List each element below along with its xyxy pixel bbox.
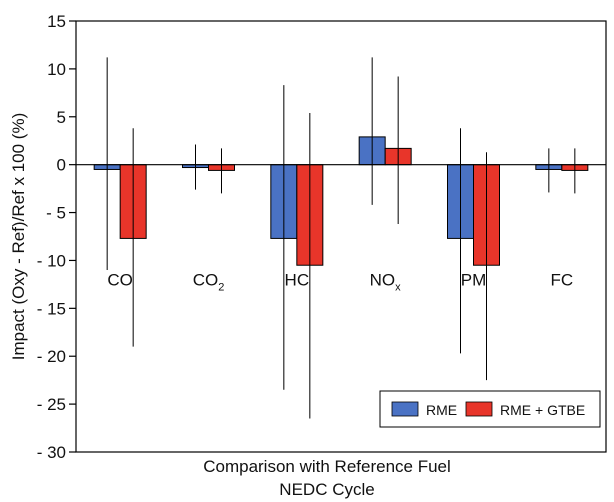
y-tick-label: 15 xyxy=(47,12,66,31)
category-label: NOx xyxy=(370,271,402,294)
legend-swatch xyxy=(465,401,493,417)
y-tick-label: - 25 xyxy=(37,395,66,414)
y-tick-label: - 20 xyxy=(37,347,66,366)
legend-label: RME xyxy=(426,402,457,418)
y-tick-label: - 10 xyxy=(37,251,66,270)
y-tick-label: 10 xyxy=(47,60,66,79)
y-tick-label: - 15 xyxy=(37,299,66,318)
category-label: FC xyxy=(550,271,573,290)
error-bars xyxy=(106,57,576,419)
category-label: HC xyxy=(285,271,310,290)
y-tick-label: 5 xyxy=(57,108,66,127)
y-ticks: 15 10 5 0 - 5 - 10 - 15 - 20 - 25 - 30 xyxy=(37,12,76,462)
legend-swatch xyxy=(391,401,419,417)
y-tick-label: - 30 xyxy=(37,443,66,462)
category-label: PM xyxy=(461,271,487,290)
x-axis-label-line-1: Comparison with Reference Fuel xyxy=(203,457,451,476)
bars xyxy=(93,136,589,266)
legend-label: RME + GTBE xyxy=(500,402,585,418)
y-axis-label: Impact (Oxy - Ref)/Ref x 100 (%) xyxy=(9,113,28,361)
plot-frame xyxy=(75,20,607,453)
category-label: CO xyxy=(107,271,133,290)
y-tick-label: 0 xyxy=(57,156,66,175)
category-labels: CO CO2 HC NOx PM FC xyxy=(107,271,573,294)
legend: RME RME + GTBE xyxy=(379,390,601,428)
x-axis-label-line-2: NEDC Cycle xyxy=(279,480,374,499)
category-label: CO2 xyxy=(193,271,225,294)
y-tick-label: - 5 xyxy=(46,204,66,223)
